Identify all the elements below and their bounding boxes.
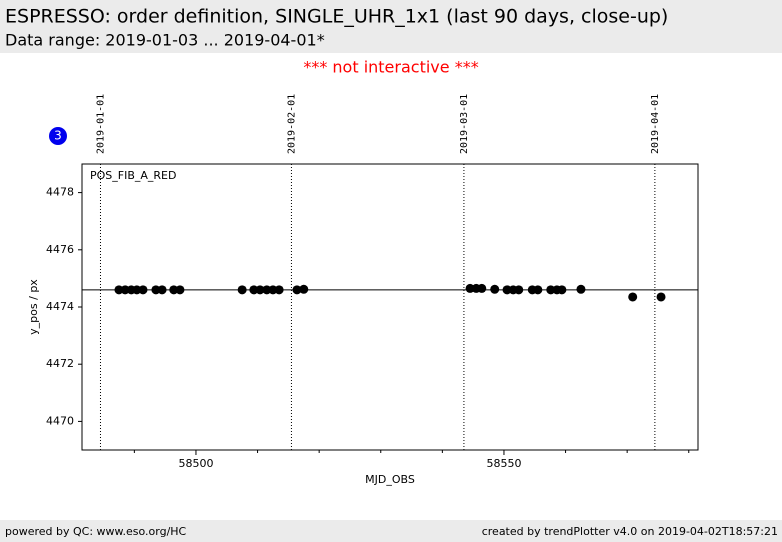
point xyxy=(656,292,666,302)
footer-band xyxy=(0,520,782,542)
date-marker-label: 2019-04-01 xyxy=(650,94,661,154)
point xyxy=(533,285,543,295)
point xyxy=(299,284,309,294)
point xyxy=(546,285,556,295)
point xyxy=(292,285,302,295)
point xyxy=(628,292,638,302)
point xyxy=(255,285,265,295)
point xyxy=(237,285,247,295)
point xyxy=(262,285,272,295)
point xyxy=(249,285,259,295)
y-axis-label: y_pos / px xyxy=(27,279,40,335)
point xyxy=(157,285,167,295)
point xyxy=(120,285,130,295)
y-tick-label: 4472 xyxy=(46,357,74,370)
date-marker-label: 2019-01-01 xyxy=(95,94,106,154)
point xyxy=(138,285,148,295)
point xyxy=(557,285,567,295)
point xyxy=(268,285,278,295)
point xyxy=(169,285,179,295)
point xyxy=(490,284,500,294)
plot-area xyxy=(81,163,699,451)
x-axis-label: MJD_OBS xyxy=(365,473,415,486)
y-tick-label: 4474 xyxy=(46,300,74,313)
subtitle: Data range: 2019-01-03 ... 2019-04-01* xyxy=(5,31,325,50)
date-marker-label: 2019-02-01 xyxy=(286,94,297,154)
notice: *** not interactive *** xyxy=(303,58,478,77)
point xyxy=(175,285,185,295)
footer-right: created by trendPlotter v4.0 on 2019-04-… xyxy=(482,525,778,538)
x-tick-label: 58550 xyxy=(486,457,521,470)
point xyxy=(114,285,124,295)
point xyxy=(274,285,284,295)
footer-left: powered by QC: www.eso.org/HC xyxy=(5,525,187,538)
y-tick-label: 4476 xyxy=(46,243,74,256)
annotation: POS_FIB_A_RED xyxy=(90,169,176,182)
y-tick-label: 4470 xyxy=(46,414,74,427)
point xyxy=(465,283,475,293)
header-band xyxy=(0,0,782,53)
point xyxy=(576,284,586,294)
date-marker-label: 2019-03-01 xyxy=(459,94,470,154)
point xyxy=(477,283,487,293)
point xyxy=(502,285,512,295)
point xyxy=(132,285,142,295)
badge-circle xyxy=(49,127,67,145)
badge: 3 xyxy=(54,129,62,143)
x-tick-label: 58500 xyxy=(178,457,213,470)
title: ESPRESSO: order definition, SINGLE_UHR_1… xyxy=(5,6,668,28)
point xyxy=(514,285,524,295)
point xyxy=(151,285,161,295)
y-tick-label: 4478 xyxy=(46,186,74,199)
